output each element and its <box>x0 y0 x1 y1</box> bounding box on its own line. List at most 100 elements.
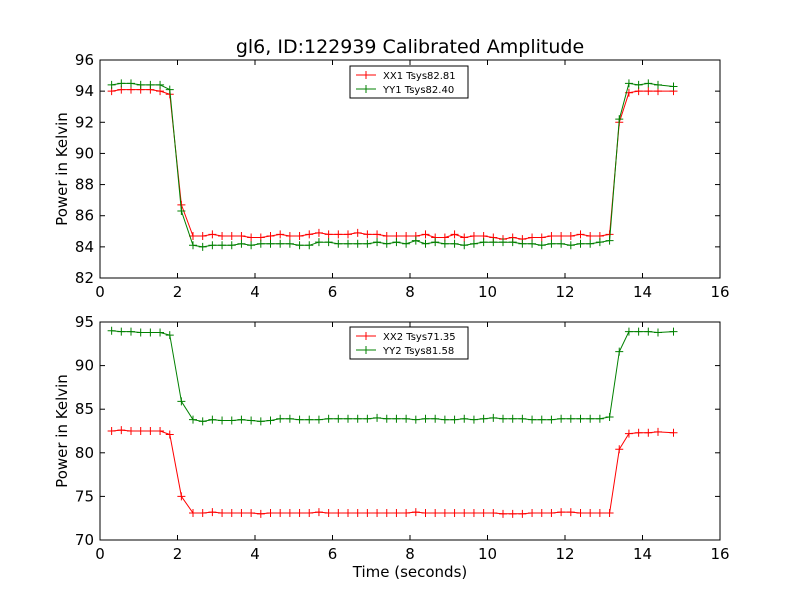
data-point <box>615 445 624 454</box>
data-point <box>402 414 411 423</box>
data-point <box>295 508 304 517</box>
data-point <box>227 231 236 240</box>
data-point <box>669 82 678 91</box>
subplot-1: 0 2 4 6 8 10 12 14 16 82 84 86 88 90 92 94 96 Power in Ke… <box>53 51 730 301</box>
subplot-2: 0 2 4 6 8 10 12 14 16 70 75 80 85 90 95 Power in Kelvin… <box>53 313 730 581</box>
data-point <box>402 231 411 240</box>
data-point <box>605 236 614 245</box>
data-point <box>615 115 624 124</box>
data-point <box>198 231 207 240</box>
data-point <box>276 414 285 423</box>
data-point <box>537 415 546 424</box>
legend-swatch-marker <box>362 346 370 354</box>
data-point <box>285 231 294 240</box>
y-tick-label: 80 <box>75 444 94 462</box>
data-point <box>382 239 391 248</box>
data-point <box>518 509 527 518</box>
data-point <box>314 238 323 247</box>
data-point <box>344 239 352 248</box>
data-point <box>334 230 343 239</box>
data-point <box>669 428 678 437</box>
legend-swatch-marker <box>362 71 370 79</box>
data-point <box>165 331 174 340</box>
data-point <box>382 414 391 423</box>
data-point <box>547 239 556 248</box>
legend-label: YY2 Tsys81.58 <box>382 346 454 357</box>
data-point <box>402 239 411 248</box>
data-point <box>528 508 537 517</box>
data-point <box>586 231 595 240</box>
data-point <box>344 508 352 517</box>
data-point <box>557 508 566 517</box>
data-point <box>586 239 595 248</box>
data-point <box>499 509 507 518</box>
data-point <box>411 236 420 245</box>
x-tick-label: 4 <box>250 545 260 563</box>
data-point <box>382 231 391 240</box>
data-point <box>247 241 256 250</box>
data-point <box>363 230 372 239</box>
data-point <box>324 414 333 423</box>
data-point <box>136 80 145 89</box>
data-point <box>528 239 537 248</box>
data-point <box>615 347 624 356</box>
data-point <box>624 327 633 336</box>
data-point <box>537 233 546 242</box>
data-point <box>450 239 459 248</box>
data-point <box>411 415 420 424</box>
data-point <box>644 87 653 96</box>
data-point <box>177 207 186 216</box>
data-point <box>654 427 662 436</box>
data-point <box>450 508 459 517</box>
data-point <box>156 427 165 435</box>
x-tick-label: 10 <box>478 283 497 301</box>
data-point <box>295 231 304 240</box>
data-point <box>198 508 207 517</box>
legend-swatch-marker <box>362 332 370 340</box>
x-tick-label: 14 <box>633 545 652 563</box>
data-point <box>440 239 449 248</box>
data-point <box>421 414 430 423</box>
data-point <box>285 508 294 517</box>
data-point <box>557 239 566 248</box>
series-line-yy1 <box>111 82 674 248</box>
data-point <box>314 228 323 237</box>
data-point <box>146 328 155 337</box>
data-point <box>440 415 449 424</box>
data-point <box>353 508 362 517</box>
data-point <box>605 413 614 422</box>
x-tick-label: 12 <box>555 283 574 301</box>
legend-swatch-marker <box>362 85 370 93</box>
data-point <box>644 327 653 336</box>
y-tick-label: 90 <box>75 357 94 375</box>
data-point <box>247 508 256 517</box>
data-point <box>127 327 135 336</box>
data-point <box>117 426 126 435</box>
data-point <box>528 415 537 424</box>
y-tick-label: 94 <box>75 82 94 100</box>
data-point <box>537 508 546 517</box>
data-point <box>227 241 236 250</box>
data-point <box>576 414 585 423</box>
data-point <box>256 417 265 426</box>
data-point <box>305 508 314 517</box>
data-point <box>177 397 186 406</box>
data-point <box>276 239 285 248</box>
data-point <box>595 414 604 423</box>
legend-label: YY1 Tsys82.40 <box>382 85 454 96</box>
y-tick-label: 95 <box>75 313 94 331</box>
data-point <box>208 415 217 424</box>
x-tick-label: 10 <box>478 545 497 563</box>
data-point <box>218 231 227 240</box>
y-axis-label: Power in Kelvin <box>53 112 71 226</box>
data-point <box>305 230 314 239</box>
data-point <box>624 79 633 88</box>
data-point <box>276 508 285 517</box>
data-point <box>208 508 217 517</box>
data-point <box>189 415 197 424</box>
data-point <box>382 508 391 517</box>
x-tick-label: 12 <box>555 545 574 563</box>
data-point <box>373 413 382 422</box>
